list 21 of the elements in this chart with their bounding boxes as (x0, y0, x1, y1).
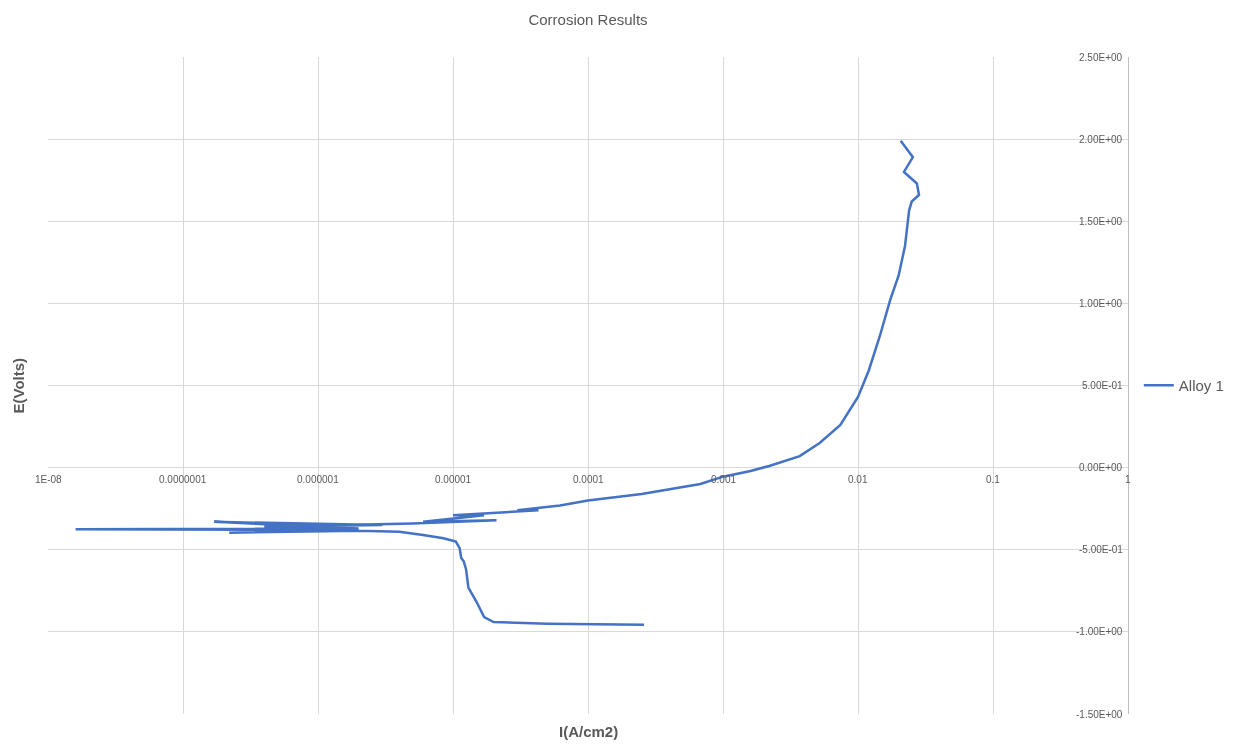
x-tick-label: 0.0001 (573, 474, 605, 485)
legend-label: Alloy 1 (1178, 377, 1224, 395)
x-tick-label: 0.000001 (297, 474, 340, 485)
y-tick-label: -1.50E+00 (1076, 709, 1123, 720)
x-tick-label: 0.0000001 (159, 474, 207, 485)
x-axis-title: I(A/cm2) (559, 723, 619, 740)
y-tick-label: 5.00E-01 (1082, 380, 1124, 391)
x-tick-label: 0.01 (848, 474, 868, 485)
chart-title: Corrosion Results (528, 11, 648, 29)
x-tick-label: 1E-08 (35, 474, 63, 485)
y-tick-label: 2.50E+00 (1079, 52, 1123, 63)
y-tick-label: 1.00E+00 (1079, 298, 1123, 309)
y-tick-label: -5.00E-01 (1079, 544, 1124, 555)
y-tick-label: 2.00E+00 (1079, 134, 1123, 145)
x-tick-label: 0.00001 (435, 474, 472, 485)
x-tick-label: 1 (1125, 474, 1131, 485)
y-tick-label: 1.50E+00 (1079, 216, 1123, 227)
x-tick-label: 0.1 (986, 474, 1001, 485)
y-tick-label: 0.00E+00 (1079, 462, 1123, 473)
y-tick-label: -1.00E+00 (1076, 626, 1123, 637)
y-axis-title: E(Volts) (9, 357, 27, 414)
